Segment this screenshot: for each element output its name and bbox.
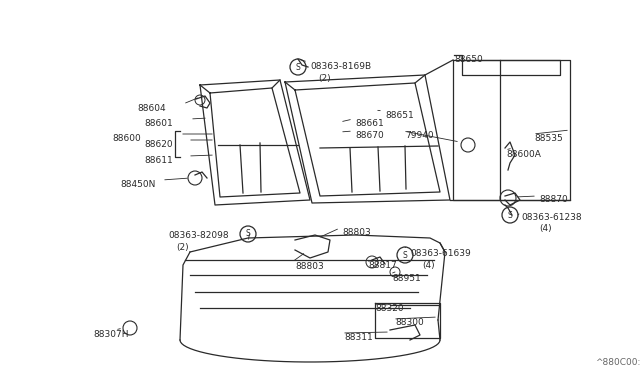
Text: 88803: 88803	[342, 228, 371, 237]
Text: S: S	[403, 250, 408, 260]
Text: 88870: 88870	[539, 195, 568, 204]
Text: 88651: 88651	[385, 111, 413, 120]
Text: 88320: 88320	[375, 304, 404, 313]
Text: 08363-82098: 08363-82098	[168, 231, 228, 240]
Text: 88803: 88803	[295, 262, 324, 271]
Text: 88600: 88600	[112, 134, 141, 143]
Text: (4): (4)	[539, 224, 552, 233]
Text: 88620: 88620	[144, 140, 173, 149]
Text: 88311: 88311	[344, 333, 372, 342]
Text: S: S	[508, 211, 513, 219]
Text: 08363-8169B: 08363-8169B	[310, 62, 371, 71]
Text: ^880C00:3: ^880C00:3	[595, 358, 640, 367]
Text: (2): (2)	[318, 74, 331, 83]
Text: S: S	[246, 230, 250, 238]
Text: 08363-61639: 08363-61639	[410, 249, 471, 258]
Text: 88611: 88611	[144, 156, 173, 165]
Text: 88600A: 88600A	[506, 150, 541, 159]
Text: 88604: 88604	[137, 104, 166, 113]
Text: (4): (4)	[422, 261, 435, 270]
Text: 88670: 88670	[355, 131, 384, 140]
Text: 88307H: 88307H	[93, 330, 129, 339]
Text: 79940: 79940	[405, 131, 434, 140]
Text: 88817: 88817	[368, 261, 397, 270]
Text: 88951: 88951	[392, 274, 420, 283]
Text: 88535: 88535	[534, 134, 563, 143]
Text: 88300: 88300	[395, 318, 424, 327]
Text: (2): (2)	[176, 243, 189, 252]
Text: 88661: 88661	[355, 119, 384, 128]
Text: 88650: 88650	[454, 55, 483, 64]
Text: 08363-61238: 08363-61238	[521, 213, 582, 222]
Text: 88601: 88601	[144, 119, 173, 128]
Text: 88450N: 88450N	[120, 180, 156, 189]
Text: S: S	[296, 62, 300, 71]
